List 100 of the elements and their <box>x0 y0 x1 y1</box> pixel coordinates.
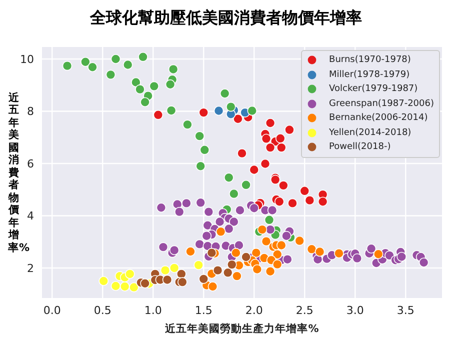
point <box>169 263 180 273</box>
point <box>226 260 237 270</box>
point <box>261 134 272 144</box>
point <box>261 236 272 246</box>
x-axis-title: 近五年美國勞動生產力年增率% <box>164 322 320 335</box>
point <box>138 52 148 62</box>
x-tick-label: 0.0 <box>43 304 61 317</box>
point <box>265 266 276 276</box>
point <box>80 56 90 67</box>
point <box>165 79 176 90</box>
y-tick-label: 2 <box>27 262 34 275</box>
point <box>166 106 176 116</box>
point <box>220 88 230 98</box>
legend-label: Powell(2018-) <box>329 142 391 152</box>
x-tick-label: 3.0 <box>346 304 364 317</box>
legend-label: Yellen(2014-2018) <box>329 128 412 138</box>
point <box>98 276 109 286</box>
point <box>124 269 135 279</box>
point <box>276 142 286 152</box>
x-tick-label: 3.5 <box>396 304 414 317</box>
point <box>224 172 234 182</box>
point <box>140 278 150 288</box>
point <box>373 249 384 260</box>
point <box>212 265 223 276</box>
point <box>216 226 226 237</box>
point <box>232 271 242 281</box>
point <box>252 264 262 274</box>
x-tick-label: 0.5 <box>94 304 112 317</box>
point <box>88 62 98 72</box>
point <box>272 249 282 260</box>
point <box>314 246 325 257</box>
point <box>257 224 268 234</box>
point <box>241 180 251 190</box>
point <box>229 188 239 199</box>
point <box>278 180 288 190</box>
point <box>300 186 310 196</box>
point <box>200 145 210 155</box>
point <box>265 142 276 152</box>
point <box>226 102 236 112</box>
point <box>264 215 274 225</box>
point <box>194 260 204 270</box>
point <box>162 274 172 285</box>
point <box>198 274 209 284</box>
point <box>140 97 150 108</box>
point <box>62 60 72 71</box>
point <box>304 195 315 206</box>
point <box>260 158 270 169</box>
point <box>274 196 284 207</box>
point <box>135 84 145 94</box>
point <box>131 77 141 88</box>
point <box>306 244 317 254</box>
point <box>129 282 139 292</box>
point <box>168 64 178 74</box>
x-tick-label: 1.0 <box>144 304 162 317</box>
point <box>208 282 218 292</box>
point <box>284 124 294 135</box>
point <box>194 131 204 141</box>
y-tick-label: 8 <box>27 105 34 118</box>
x-tick-label: 1.5 <box>194 304 212 317</box>
point <box>249 164 260 175</box>
x-tick-label: 2.0 <box>245 304 263 317</box>
point <box>120 282 130 292</box>
point <box>251 248 262 258</box>
point <box>247 106 258 116</box>
point <box>153 110 164 120</box>
chart-title: 全球化幫助壓低美國消費者物價年增率 <box>88 8 363 29</box>
point <box>237 148 247 158</box>
y-tick-label: 10 <box>20 52 34 66</box>
point <box>206 248 217 258</box>
point <box>294 236 304 246</box>
point <box>122 60 133 70</box>
point <box>106 70 116 80</box>
point <box>186 246 196 256</box>
point <box>110 54 121 64</box>
point <box>160 265 170 276</box>
point <box>265 118 276 128</box>
legend-label: Miller(1978-1979) <box>329 70 410 80</box>
y-tick-label: 6 <box>27 157 34 170</box>
x-tick-label: 2.5 <box>296 304 314 317</box>
point <box>198 108 209 118</box>
point <box>231 248 241 258</box>
point <box>272 259 282 270</box>
point <box>276 240 286 250</box>
point <box>182 120 192 130</box>
legend-label: Burns(1970-1978) <box>329 55 411 66</box>
point <box>241 252 251 262</box>
y-tick-label: 4 <box>27 210 34 223</box>
point <box>196 161 206 172</box>
point <box>214 106 224 116</box>
legend-label: Greenspan(1987-2006) <box>329 98 434 109</box>
point <box>177 277 188 287</box>
legend-label: Bernanke(2006-2014) <box>329 113 428 124</box>
point <box>149 81 160 92</box>
point <box>222 268 233 278</box>
point <box>275 134 286 144</box>
point <box>110 281 121 291</box>
legend-label: Volcker(1979-1987) <box>329 84 418 94</box>
point <box>288 198 298 208</box>
point <box>334 248 344 258</box>
point <box>233 114 243 124</box>
